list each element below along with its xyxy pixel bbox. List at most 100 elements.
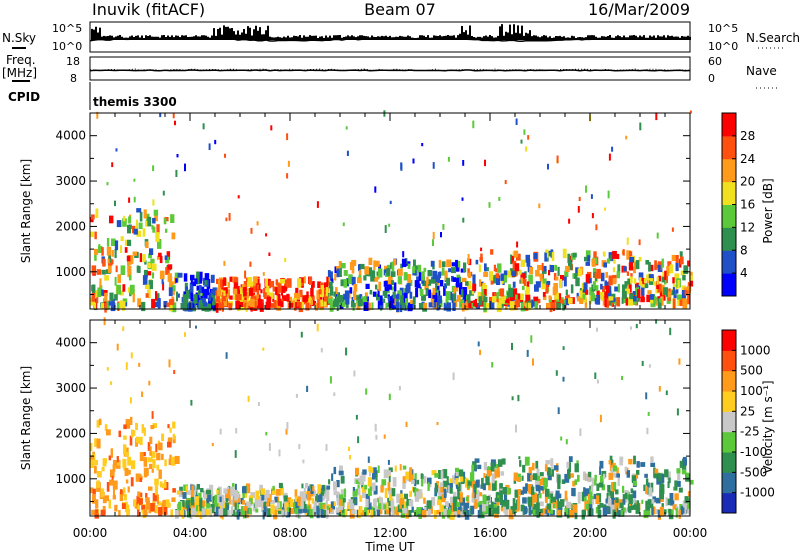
echo-cell [278,482,283,489]
echo-cell [156,224,160,234]
echo-cell [575,267,579,276]
echo-cell [664,270,667,281]
echo-cell [137,503,140,510]
echo-cell [190,276,193,286]
echo-cell [430,260,435,267]
echo-cell [223,488,228,494]
echo-cell [184,332,186,337]
echo-cell [572,480,576,487]
echo-cell [641,360,644,366]
echo-cell [641,277,646,284]
echo-cell [443,285,446,296]
echo-cell [415,265,420,270]
echo-cell [101,269,106,275]
echo-cell [333,392,336,397]
echo-cell [404,501,409,510]
echo-cell [581,283,584,292]
echo-cell [234,502,237,510]
echo-cell [127,509,131,515]
echo-cell [511,396,514,401]
echo-cell [665,390,668,396]
echo-cell [262,510,265,520]
echo-cell [156,452,161,461]
echo-cell [153,505,158,512]
echo-cell [112,480,118,490]
echo-cell [579,290,583,298]
echo-cell [203,490,209,500]
echo-cell [423,302,428,310]
echo-cell [531,299,534,308]
echo-cell [599,466,602,475]
echo-cell [149,463,153,469]
echo-cell [384,225,387,233]
echo-cell [220,494,225,504]
echo-cell [599,475,604,484]
echo-cell [402,465,407,470]
echo-cell [421,143,424,147]
echo-cell [166,251,171,260]
echo-cell [533,493,536,503]
station-title: Inuvik (fitACF) [92,0,205,19]
echo-cell [99,278,102,288]
echo-cell [600,272,605,282]
echo-cell [242,509,246,519]
echo-cell [378,281,382,292]
echo-cell [145,493,148,498]
echo-cell [417,264,422,273]
echo-cell [106,482,110,492]
echo-cell [310,508,314,519]
echo-cell [516,241,519,248]
echo-cell [192,505,197,516]
echo-cell [498,297,501,304]
echo-cell [539,508,543,513]
echo-cell [280,278,285,284]
echo-cell [248,507,252,515]
echo-cell [466,281,472,290]
echo-cell [367,477,372,487]
echo-cell [390,271,396,277]
echo-cell [343,279,347,288]
echo-cell [513,472,518,481]
echo-cell [396,493,401,504]
echo-cell [312,507,317,515]
echo-cell [666,265,670,276]
echo-cell [556,507,561,516]
echo-cell [253,300,257,309]
echo-cell [329,376,332,384]
echo-cell [148,506,152,514]
echo-cell [315,303,318,311]
echo-cell [681,470,687,475]
echo-cell [319,288,324,298]
colorbar-tick-label: 1000 [740,343,771,357]
echo-cell [588,496,594,504]
echo-cell [118,510,121,517]
echo-cell [510,506,514,513]
echo-cell [511,290,516,301]
echo-cell [242,490,245,499]
echo-cell [228,213,231,221]
echo-cell [131,429,134,438]
echo-cell [552,504,555,509]
echo-cell [94,231,97,240]
echo-cell [421,271,425,281]
echo-cell [95,509,99,514]
echo-cell [277,283,282,293]
echo-cell [558,493,562,499]
echo-cell [122,284,126,292]
echo-cell [270,499,275,504]
echo-cell [391,286,396,291]
echo-cell [531,486,535,495]
echo-cell [591,258,596,267]
echo-cell [491,296,497,303]
echo-cell [235,428,238,434]
echo-cell [285,502,289,507]
echo-cell [310,484,314,494]
echo-cell [427,270,433,277]
echo-cell [358,269,362,279]
echo-cell [138,362,141,367]
echo-cell [295,393,298,398]
echo-cell [367,267,373,277]
echo-cell [345,298,350,305]
echo-cell [188,502,193,512]
echo-cell [341,507,345,513]
